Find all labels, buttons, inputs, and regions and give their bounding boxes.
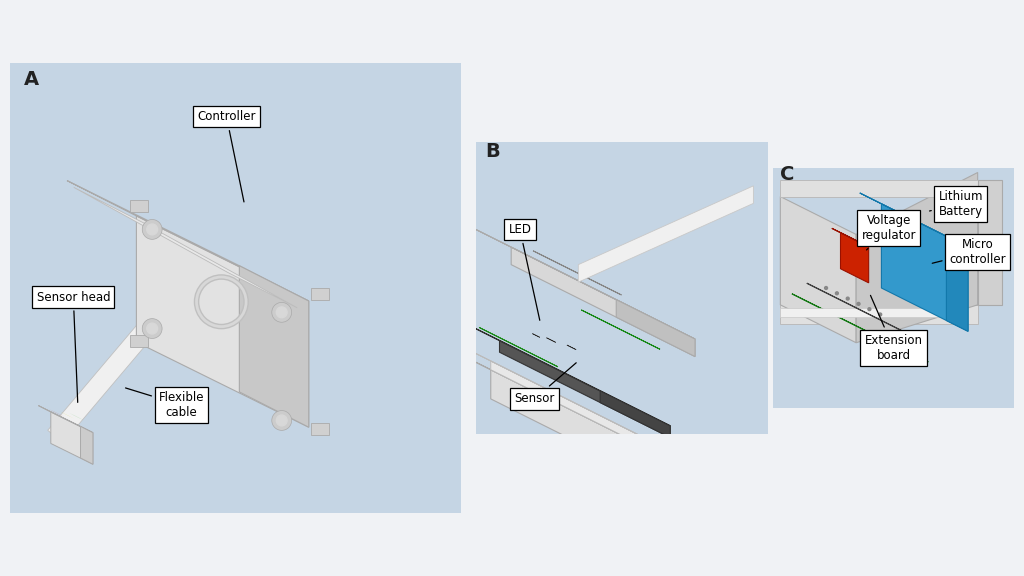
Polygon shape xyxy=(39,406,93,433)
Text: Sensor: Sensor xyxy=(514,363,577,406)
Circle shape xyxy=(868,308,870,310)
Polygon shape xyxy=(240,266,309,427)
Text: Extension
board: Extension board xyxy=(864,295,923,362)
Polygon shape xyxy=(882,204,968,331)
Polygon shape xyxy=(479,327,558,367)
Polygon shape xyxy=(500,340,671,438)
Circle shape xyxy=(846,297,849,300)
Polygon shape xyxy=(49,409,65,417)
Polygon shape xyxy=(67,181,309,301)
Circle shape xyxy=(271,411,292,430)
Polygon shape xyxy=(860,193,968,247)
Polygon shape xyxy=(600,391,671,438)
Polygon shape xyxy=(946,236,968,331)
Circle shape xyxy=(276,415,287,426)
Polygon shape xyxy=(579,186,754,282)
Polygon shape xyxy=(582,310,660,349)
Circle shape xyxy=(142,319,162,339)
Polygon shape xyxy=(432,208,695,339)
Polygon shape xyxy=(780,309,953,317)
Polygon shape xyxy=(429,305,671,426)
Circle shape xyxy=(146,224,158,235)
Circle shape xyxy=(142,219,162,240)
Polygon shape xyxy=(311,287,329,300)
Polygon shape xyxy=(773,168,1014,408)
Text: Micro
controller: Micro controller xyxy=(932,238,1006,266)
Text: Voltage
regulator: Voltage regulator xyxy=(861,214,915,250)
Polygon shape xyxy=(394,321,714,482)
Polygon shape xyxy=(978,180,1001,305)
Polygon shape xyxy=(10,63,461,513)
Polygon shape xyxy=(567,345,577,350)
Polygon shape xyxy=(831,228,868,247)
Polygon shape xyxy=(81,426,93,464)
Text: A: A xyxy=(24,70,39,89)
Polygon shape xyxy=(476,142,768,434)
Polygon shape xyxy=(51,412,93,464)
Polygon shape xyxy=(59,411,74,419)
Text: Flexible
cable: Flexible cable xyxy=(126,388,204,419)
Polygon shape xyxy=(780,180,989,196)
Polygon shape xyxy=(130,200,147,213)
Polygon shape xyxy=(792,294,929,362)
Polygon shape xyxy=(136,216,309,427)
Circle shape xyxy=(146,323,158,334)
Text: Sensor head: Sensor head xyxy=(37,290,111,403)
Polygon shape xyxy=(48,313,162,443)
Text: B: B xyxy=(485,142,500,161)
Polygon shape xyxy=(780,196,856,343)
Polygon shape xyxy=(856,172,978,343)
Polygon shape xyxy=(69,413,84,420)
Text: Lithium
Battery: Lithium Battery xyxy=(930,190,983,218)
Polygon shape xyxy=(490,370,714,510)
Polygon shape xyxy=(841,233,868,283)
Polygon shape xyxy=(617,433,714,510)
Polygon shape xyxy=(511,247,695,357)
Polygon shape xyxy=(311,423,329,435)
Circle shape xyxy=(836,292,839,295)
Polygon shape xyxy=(532,334,540,338)
Polygon shape xyxy=(130,335,147,347)
Polygon shape xyxy=(780,305,978,324)
Polygon shape xyxy=(547,338,556,342)
Polygon shape xyxy=(74,187,297,308)
Text: LED: LED xyxy=(509,223,540,320)
Text: C: C xyxy=(780,165,795,184)
Circle shape xyxy=(276,307,287,318)
Text: Controller: Controller xyxy=(198,110,256,202)
Circle shape xyxy=(824,286,827,290)
Polygon shape xyxy=(534,251,622,295)
Circle shape xyxy=(271,302,292,322)
Circle shape xyxy=(879,313,882,316)
Polygon shape xyxy=(394,313,714,472)
Circle shape xyxy=(857,302,860,305)
Polygon shape xyxy=(490,361,714,482)
Polygon shape xyxy=(807,283,919,339)
Polygon shape xyxy=(616,300,695,357)
